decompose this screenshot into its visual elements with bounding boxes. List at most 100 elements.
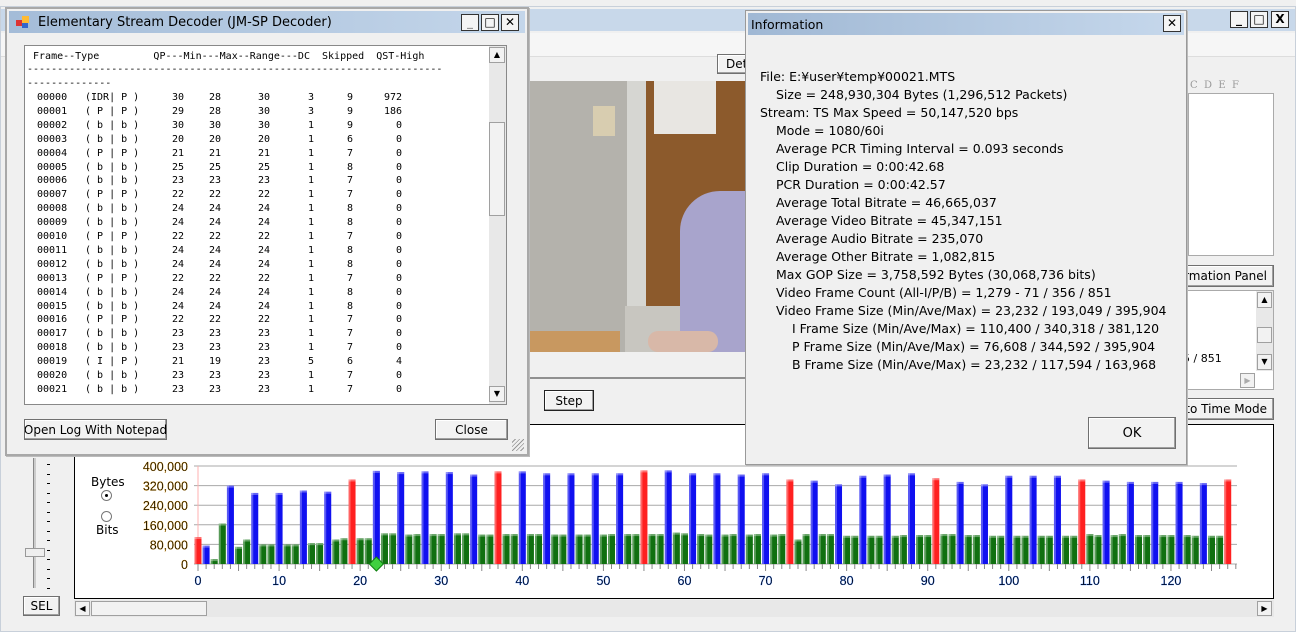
bar-cap <box>1078 479 1086 482</box>
bar-p-frame <box>616 473 624 564</box>
bar-highlight <box>502 534 505 564</box>
bar-b-frame <box>526 534 534 564</box>
chart-scroll-thumb[interactable] <box>91 601 207 616</box>
frame-type: ( b | b ) <box>85 383 140 395</box>
bar-cap <box>486 534 494 537</box>
slider-thumb[interactable] <box>25 548 45 557</box>
unit-bytes-label: Bytes <box>91 475 125 489</box>
open-log-button[interactable]: Open Log With Notepad <box>24 419 167 440</box>
bar-p-frame <box>810 480 818 564</box>
skipped: 0 <box>395 272 402 284</box>
qp-max: 22 <box>258 314 271 326</box>
scroll-left-icon[interactable]: ◀ <box>75 601 90 616</box>
info-line: Average PCR Timing Interval = 0.093 seco… <box>776 141 1064 156</box>
zoom-slider[interactable] <box>20 458 60 589</box>
bar-cap <box>721 534 729 537</box>
qp-min: 24 <box>209 217 222 229</box>
bar-cap <box>421 471 429 474</box>
close-dialog-button[interactable]: Close <box>435 419 508 440</box>
qp-max: 24 <box>258 203 271 215</box>
chart-scrollbar[interactable]: ◀ ▶ <box>74 600 1274 617</box>
bar-highlight <box>364 538 367 564</box>
scroll-thumb[interactable] <box>1257 327 1272 343</box>
scroll-right-icon[interactable]: ▶ <box>1240 373 1255 388</box>
decoder-close-button[interactable]: ✕ <box>501 14 519 31</box>
bar-highlight <box>372 470 375 564</box>
bar-b-frame <box>1216 535 1224 564</box>
bar-highlight <box>632 534 635 564</box>
bar-b-frame <box>462 533 470 564</box>
frame-size-chart[interactable]: 0 80,000 160,000 240,000 320,000 400,000 0 10 20… <box>75 425 1273 598</box>
bar-cap <box>299 490 307 493</box>
bar-b-frame <box>916 535 924 564</box>
maximize-button[interactable]: □ <box>1250 11 1268 28</box>
bar-cap <box>194 537 202 540</box>
decoder-log[interactable]: Frame--Type QP---Min---Max--Range---DC S… <box>24 45 507 405</box>
bar-highlight <box>324 491 327 564</box>
skipped: 0 <box>395 314 402 326</box>
scroll-up-icon[interactable]: ▲ <box>1257 292 1272 308</box>
bar-cap <box>1045 535 1053 538</box>
ok-button[interactable]: OK <box>1088 417 1176 449</box>
minimize-button[interactable]: _ <box>1230 11 1248 28</box>
skipped: 4 <box>395 356 402 368</box>
bar-p-frame <box>251 492 259 564</box>
step-button[interactable]: Step <box>544 390 594 411</box>
qp-max: 30 <box>258 119 271 131</box>
bar-b-frame <box>697 534 705 564</box>
decoder-maximize-button[interactable]: □ <box>481 14 499 31</box>
x-tick-label: 40 <box>515 574 529 588</box>
qp-range: 1 <box>307 231 314 242</box>
bar-b-frame <box>559 534 567 564</box>
frame-type: ( b | b ) <box>85 370 140 381</box>
info-close-button[interactable]: ✕ <box>1163 15 1181 32</box>
frame-number: 00017 <box>37 328 68 340</box>
sel-button[interactable]: SEL <box>23 596 60 616</box>
skipped: 0 <box>395 383 402 395</box>
frame-list-scrollbar[interactable]: ▲ ▼ <box>1256 291 1273 371</box>
bar-highlight <box>599 534 602 564</box>
log-scrollbar[interactable]: ▲ ▼ <box>489 46 506 404</box>
info-line: PCR Duration = 0:00:42.57 <box>776 177 946 192</box>
bar-cap <box>283 544 291 547</box>
slider-tick <box>47 473 50 475</box>
decoder-minimize-button[interactable]: _ <box>461 14 479 31</box>
bar-b-frame <box>486 534 494 564</box>
frame-list-text: 5 / 851 <box>1183 352 1222 365</box>
frame-number: 00002 <box>37 119 68 131</box>
bar-b-frame <box>729 534 737 564</box>
x-tick-label: 10 <box>272 574 286 588</box>
bar-cap <box>453 533 461 536</box>
bar-b-frame <box>802 534 810 564</box>
info-title-bar[interactable]: Information <box>748 13 1184 35</box>
information-panel-button[interactable]: ormation Panel <box>1180 265 1274 287</box>
bar-highlight <box>616 473 619 564</box>
scroll-right-icon[interactable]: ▶ <box>1257 601 1272 616</box>
qp-range: 1 <box>307 342 314 354</box>
dc: 8 <box>346 244 353 256</box>
x-tick-label: 60 <box>678 574 692 588</box>
time-mode-button[interactable]: to Time Mode <box>1180 398 1274 420</box>
qp: 24 <box>172 258 185 270</box>
bar-highlight <box>1159 535 1162 564</box>
bar-highlight <box>737 474 740 564</box>
bar-b-frame <box>964 535 972 564</box>
scroll-up-icon[interactable]: ▲ <box>489 47 505 63</box>
bar-b-frame <box>818 534 826 564</box>
bytes-radio[interactable] <box>101 490 112 501</box>
frame-number: 00016 <box>37 314 68 326</box>
bits-radio[interactable] <box>101 511 112 522</box>
bar-highlight <box>259 544 262 564</box>
bar-highlight <box>818 534 821 564</box>
frame-list[interactable]: 5 / 851 ▲ ▼ ▶ <box>1180 290 1274 390</box>
close-button[interactable]: X <box>1271 11 1289 28</box>
bar-cap <box>972 535 980 538</box>
resize-grip-icon[interactable] <box>512 439 524 451</box>
scroll-down-icon[interactable]: ▼ <box>1257 354 1272 370</box>
log-scroll-thumb[interactable] <box>489 122 505 216</box>
qp: 21 <box>172 147 185 159</box>
decoder-title-bar[interactable]: Elementary Stream Decoder (JM-SP Decoder… <box>9 11 525 33</box>
qp-min: 22 <box>209 272 222 284</box>
bar-b-frame <box>478 534 486 564</box>
scroll-down-icon[interactable]: ▼ <box>489 386 505 402</box>
